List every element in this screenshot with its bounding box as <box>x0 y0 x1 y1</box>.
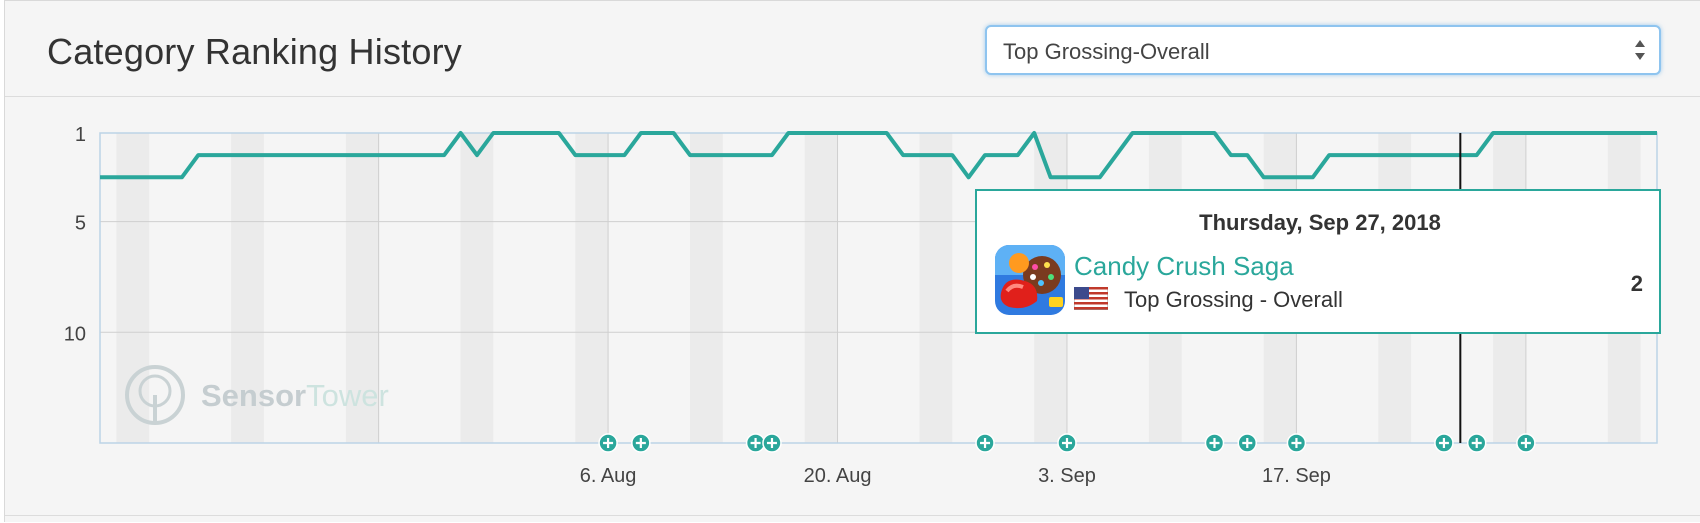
event-marker[interactable] <box>1204 433 1225 453</box>
x-tick-label: 3. Sep <box>1038 465 1096 487</box>
event-marker[interactable] <box>1466 433 1487 453</box>
event-marker[interactable] <box>1237 433 1258 453</box>
ranking-panel: Category Ranking History Top Grossing-Ov… <box>4 0 1700 522</box>
y-tick-label: 1 <box>75 124 86 146</box>
y-tick-label: 5 <box>75 213 86 235</box>
chart-tooltip: Thursday, Sep 27, 2018 Candy Crush Saga <box>975 189 1661 334</box>
tooltip-date: Thursday, Sep 27, 2018 <box>1199 210 1441 235</box>
event-marker[interactable] <box>1516 433 1536 453</box>
weekend-band <box>345 133 379 443</box>
y-tick-label: 10 <box>64 323 86 345</box>
candy-crush-app-icon <box>995 245 1065 315</box>
event-marker[interactable] <box>1286 433 1307 453</box>
weekend-band <box>575 133 609 443</box>
event-marker[interactable] <box>598 433 618 453</box>
x-tick-label: 17. Sep <box>1262 465 1331 487</box>
event-marker[interactable] <box>631 433 651 453</box>
category-select[interactable]: Top Grossing-Overall <box>985 25 1661 75</box>
weekend-band <box>919 133 953 443</box>
tooltip-rank: 2 <box>1630 271 1643 296</box>
weekend-band <box>804 133 838 443</box>
category-select-value: Top Grossing-Overall <box>1003 39 1210 64</box>
x-tick-label: 6. Aug <box>580 465 637 487</box>
event-marker[interactable] <box>745 433 766 453</box>
sensor-tower-logo-icon <box>125 365 185 425</box>
select-arrows-icon <box>1635 40 1645 60</box>
weekend-band <box>690 133 723 443</box>
event-marker[interactable] <box>762 433 782 453</box>
us-flag-icon <box>1074 287 1108 310</box>
tooltip-app-name[interactable]: Candy Crush Saga <box>1074 251 1294 281</box>
x-tick-label: 20. Aug <box>804 465 872 487</box>
tooltip-category: Top Grossing - Overall <box>1124 287 1343 312</box>
event-marker[interactable] <box>1057 433 1077 453</box>
event-marker[interactable] <box>975 433 995 453</box>
panel-header: Category Ranking History Top Grossing-Ov… <box>5 1 1700 97</box>
watermark-text: SensorTower <box>201 378 389 413</box>
page-title: Category Ranking History <box>47 31 462 72</box>
ranking-line <box>100 131 1657 180</box>
weekend-band <box>460 133 494 443</box>
event-marker[interactable] <box>1434 433 1454 453</box>
footer-divider <box>5 515 1700 516</box>
ranking-chart[interactable]: 1 5 10 6. Aug 20. Aug 3. Sep 17. Sep SensorTowe… <box>5 1 1700 523</box>
weekend-band <box>231 133 264 443</box>
weekend-band <box>116 133 150 443</box>
